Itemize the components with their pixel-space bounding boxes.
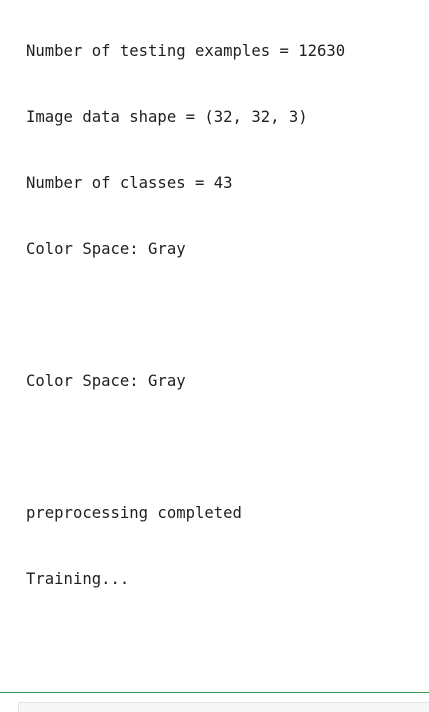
output-line: Image data shape = (32, 32, 3)	[26, 108, 308, 126]
output-line	[26, 304, 426, 326]
selected-cell-border	[0, 692, 429, 693]
output-line: Training...	[26, 570, 130, 588]
output-line: Number of classes = 43	[26, 174, 233, 192]
output-line: Color Space: Gray	[26, 372, 186, 390]
output-line: preprocessing completed	[26, 504, 242, 522]
output-line: Color Space: Gray	[26, 240, 186, 258]
cell-output: Number of testing examples = 12630 Image…	[26, 0, 426, 712]
output-line	[26, 436, 426, 458]
output-line	[26, 634, 426, 656]
output-line: Number of testing examples = 12630	[26, 42, 346, 60]
next-code-cell[interactable]	[18, 702, 429, 712]
